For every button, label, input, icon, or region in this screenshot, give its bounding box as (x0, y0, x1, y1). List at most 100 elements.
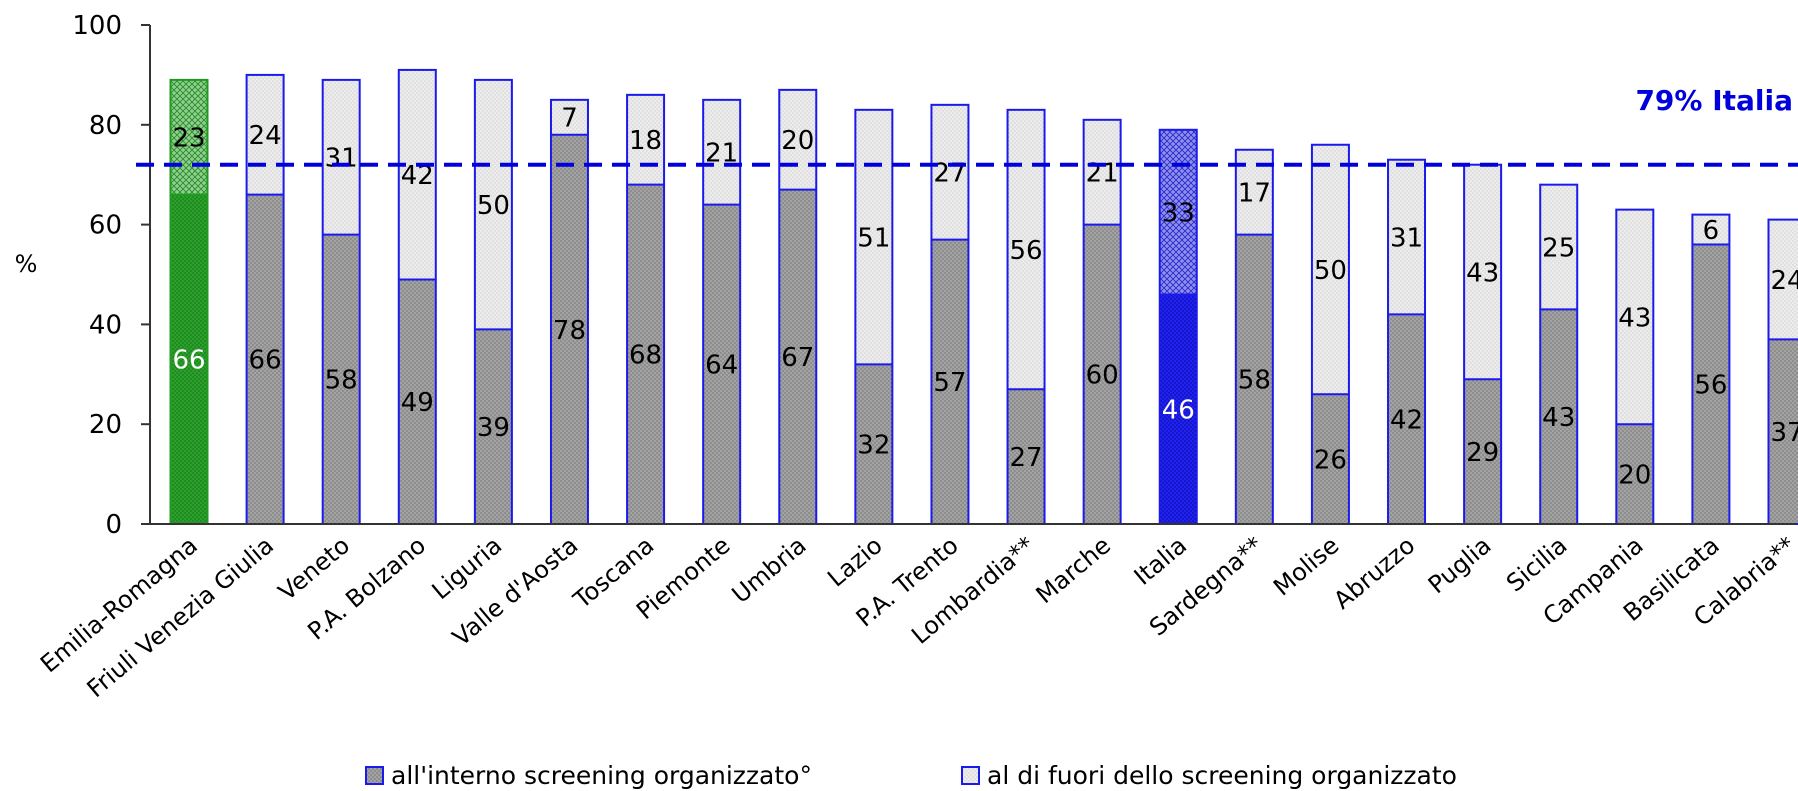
data-label-outside: 6 (1703, 216, 1720, 246)
x-category-label: Sicilia (1501, 531, 1572, 597)
bar-outside-screening (1540, 184, 1578, 310)
bar-outside-screening (1464, 164, 1502, 380)
bar-inside-screening (170, 194, 208, 524)
bar-outside-screening (170, 79, 208, 195)
bar-outside-screening (550, 99, 588, 135)
bars: 6623662458314942395078768186421672032515… (150, 68, 1798, 526)
bar-inside-screening (1159, 294, 1197, 524)
bar-group: 66 23 (169, 78, 209, 525)
bar-outside-screening (1388, 159, 1426, 315)
legend-swatch (961, 766, 980, 785)
bar-inside-screening (1692, 244, 1730, 524)
bar-outside-screening (1159, 129, 1197, 295)
data-label-inside: 66 (249, 346, 282, 376)
y-tick-label: 60 (89, 211, 122, 241)
data-label-inside: 46 (1162, 396, 1195, 426)
data-label-inside: 37 (1770, 418, 1798, 448)
bar-outside-screening (1311, 144, 1349, 395)
legend-label: al di fuori dello screening organizzato (987, 761, 1457, 790)
bar-inside-screening (627, 184, 665, 524)
reference-line-group: 79% Italia (136, 84, 1798, 167)
bar-outside-screening (322, 79, 360, 235)
data-label-outside: 20 (781, 126, 814, 156)
data-label-outside: 51 (857, 223, 890, 253)
data-label-inside: 64 (705, 351, 738, 381)
bar-outside-screening (779, 89, 817, 190)
data-label-inside: 78 (553, 316, 586, 346)
bar-group: 58 31 (321, 78, 361, 525)
data-label-outside: 17 (1238, 179, 1271, 209)
bar-group: 67 20 (778, 88, 818, 526)
bar-outside-screening (1616, 209, 1654, 425)
y-tick-label: 0 (105, 510, 122, 540)
data-label-outside: 24 (1770, 266, 1798, 296)
data-label-inside: 26 (1314, 445, 1347, 475)
bar-inside-screening (1007, 389, 1045, 524)
bar-inside-screening (931, 239, 969, 524)
data-label-inside: 20 (1618, 460, 1651, 490)
bar-inside-screening (1083, 224, 1121, 524)
bar-inside-screening (1311, 394, 1349, 524)
bar-outside-screening (246, 74, 284, 195)
data-label-inside: 60 (1086, 361, 1119, 391)
x-category-label: Umbria (727, 531, 812, 609)
data-label-inside: 58 (1238, 366, 1271, 396)
bar-outside-screening (931, 104, 969, 240)
y-axis: 0 20 40 60 80 100 (72, 11, 151, 540)
bar-inside-screening (474, 329, 512, 524)
legend-label: all'interno screening organizzato° (391, 761, 812, 790)
bar-inside-screening (322, 234, 360, 524)
data-label-outside: 50 (477, 191, 510, 221)
legend-item: al di fuori dello screening organizzato (961, 761, 1457, 790)
data-label-inside: 42 (1390, 406, 1423, 436)
data-label-inside: 68 (629, 341, 662, 371)
data-label-outside: 7 (561, 104, 578, 134)
bar-group: 58 17 (1234, 148, 1274, 525)
bar-group: 78 7 (549, 98, 589, 525)
bar-inside-screening (1768, 339, 1798, 524)
data-label-outside: 25 (1542, 233, 1575, 263)
bar-group: 37 24 (1767, 218, 1798, 526)
x-category-label: Puglia (1423, 531, 1497, 599)
x-category-label: Abruzzo (1328, 531, 1420, 615)
bar-inside-screening (1464, 379, 1502, 524)
data-label-inside: 27 (1010, 443, 1043, 473)
x-category-label: Italia (1129, 531, 1192, 591)
data-label-outside: 50 (1314, 256, 1347, 286)
bar-outside-screening (1692, 214, 1730, 245)
data-label-inside: 58 (325, 366, 358, 396)
data-label-inside: 39 (477, 413, 510, 443)
data-label-inside: 29 (1466, 438, 1499, 468)
bar-group: 27 56 (1006, 108, 1046, 526)
x-category-label: Lazio (822, 531, 888, 592)
y-tick-label: 100 (72, 11, 122, 41)
data-label-outside: 43 (1466, 258, 1499, 288)
bar-outside-screening (703, 99, 741, 205)
data-label-inside: 67 (781, 343, 814, 373)
bar-inside-screening (398, 279, 436, 524)
bar-inside-screening (1388, 314, 1426, 524)
bar-group: 39 50 (473, 78, 513, 525)
bar-group: 32 51 (854, 108, 894, 526)
data-label-outside: 18 (629, 126, 662, 156)
data-label-outside: 24 (249, 121, 282, 151)
data-label-outside: 23 (172, 124, 205, 154)
data-label-outside: 31 (1390, 223, 1423, 253)
data-label-outside: 43 (1618, 303, 1651, 333)
bar-inside-screening (703, 204, 741, 524)
bar-group: 42 31 (1387, 158, 1427, 525)
bar-outside-screening (474, 79, 512, 330)
bar-inside-screening (1235, 234, 1273, 524)
data-label-inside: 57 (933, 368, 966, 398)
data-label-inside: 49 (401, 388, 434, 418)
bar-inside-screening (246, 194, 284, 524)
bar-outside-screening (398, 69, 436, 280)
data-label-inside: 32 (857, 431, 890, 461)
y-tick-label: 20 (89, 410, 122, 440)
data-label-inside: 43 (1542, 403, 1575, 433)
bar-outside-screening (627, 94, 665, 185)
data-label-inside: 56 (1694, 371, 1727, 401)
